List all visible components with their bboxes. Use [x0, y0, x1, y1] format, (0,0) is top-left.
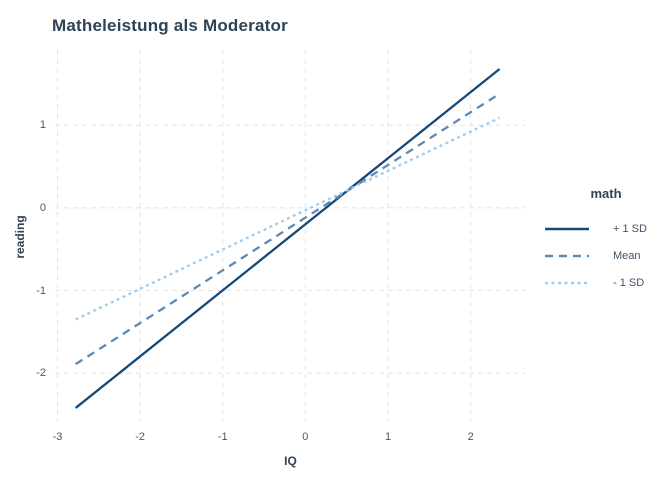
legend-title: math: [590, 186, 622, 201]
y-tick-label: 1: [39, 119, 46, 132]
legend-label: - 1 SD: [613, 276, 645, 289]
legend-item: + 1 SD: [545, 215, 667, 242]
x-tick-label: 0: [302, 431, 309, 443]
series-line-2: [75, 116, 501, 321]
x-tick-label: -2: [135, 431, 145, 443]
series-line-1: [75, 92, 501, 366]
plot-panel: [55, 50, 526, 422]
legend-key-line: [545, 254, 589, 257]
legend-key-line: [545, 281, 589, 284]
x-tick-label: 2: [467, 431, 474, 443]
x-axis-title: IQ: [284, 454, 297, 468]
legend-label: Mean: [613, 249, 641, 262]
y-tick-label: -2: [36, 367, 46, 380]
legend-item: Mean: [545, 242, 667, 269]
legend-items: + 1 SD Mean - 1 SD: [545, 215, 667, 296]
chart-title: Matheleistung als Moderator: [52, 16, 288, 35]
x-tick-label: 1: [384, 431, 392, 443]
series-line-0: [74, 68, 501, 409]
legend-label: + 1 SD: [613, 222, 647, 235]
legend-key-line: [545, 227, 589, 230]
x-tick-label: -3: [52, 431, 63, 443]
legend-item: - 1 SD: [545, 269, 667, 296]
y-tick-label: -1: [36, 284, 46, 297]
y-tick-label: 0: [39, 201, 46, 214]
x-tick-label: -1: [217, 431, 228, 443]
legend: math + 1 SD Mean - 1 SD: [545, 186, 667, 296]
